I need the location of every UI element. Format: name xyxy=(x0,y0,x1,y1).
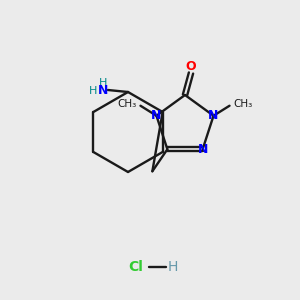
Text: CH₃: CH₃ xyxy=(233,99,253,109)
Text: N: N xyxy=(151,109,162,122)
Text: CH₃: CH₃ xyxy=(117,99,136,109)
Text: N: N xyxy=(197,143,208,156)
Text: O: O xyxy=(186,59,196,73)
Text: H: H xyxy=(99,78,107,88)
Text: H: H xyxy=(168,260,178,274)
Text: N: N xyxy=(98,85,108,98)
Text: Cl: Cl xyxy=(129,260,143,274)
Text: H: H xyxy=(89,86,97,96)
Text: N: N xyxy=(208,109,219,122)
